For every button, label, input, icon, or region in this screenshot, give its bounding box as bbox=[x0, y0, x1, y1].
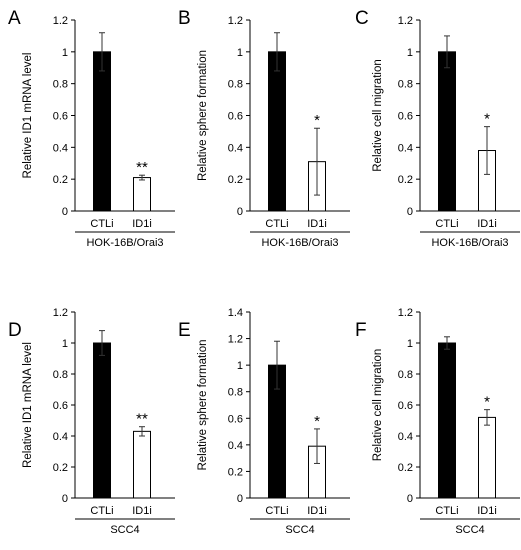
y-tick-label: 0 bbox=[237, 493, 243, 505]
y-tick-label: 0.8 bbox=[228, 79, 243, 91]
y-tick-label: 0.4 bbox=[53, 431, 68, 443]
y-tick-label: 0.2 bbox=[53, 462, 68, 474]
y-tick-label: 0.8 bbox=[398, 369, 413, 381]
y-tick-label: 1.2 bbox=[398, 15, 413, 27]
bar-id1i bbox=[478, 416, 496, 499]
y-tick-label: 1.2 bbox=[53, 307, 68, 319]
significance-marker: ** bbox=[136, 159, 148, 176]
y-tick-label: 0.2 bbox=[398, 174, 413, 186]
category-label: CTLi bbox=[90, 505, 113, 517]
chart-panel-e: E Relative sphere formation 0 0.2 0.4 0.6 0.8 1… bbox=[178, 307, 350, 536]
significance-marker: * bbox=[484, 394, 490, 411]
y-tick-label: 0 bbox=[62, 493, 68, 505]
y-tick-label: 0.4 bbox=[398, 431, 413, 443]
bar-ctli bbox=[438, 342, 456, 499]
y-tick-label: 0.4 bbox=[53, 142, 68, 154]
chart-panel-b: B Relative sphere formation 0 0.2 0.4 0.6 0.8 1… bbox=[178, 8, 350, 249]
category-label: ID1i bbox=[307, 218, 327, 230]
y-tick-label: 1.4 bbox=[228, 307, 243, 319]
y-tick-label: 0.8 bbox=[53, 79, 68, 91]
significance-marker: ** bbox=[136, 411, 148, 428]
y-tick-label: 0.6 bbox=[228, 111, 243, 123]
y-tick-label: 1 bbox=[237, 47, 243, 59]
y-axis-label: Relative sphere formation bbox=[197, 339, 209, 470]
category-label: CTLi bbox=[265, 505, 288, 517]
panel-letter: D bbox=[8, 320, 22, 341]
y-axis-label: Relative ID1 mRNA level bbox=[22, 53, 34, 179]
y-tick-label: 1 bbox=[407, 338, 413, 350]
bar-ctli bbox=[93, 51, 111, 212]
y-tick-label: 0.2 bbox=[228, 466, 243, 478]
y-tick-label: 1 bbox=[62, 338, 68, 350]
y-tick-label: 1 bbox=[237, 360, 243, 372]
category-label: ID1i bbox=[132, 218, 152, 230]
y-tick-label: 1.2 bbox=[228, 15, 243, 27]
bar-id1i bbox=[133, 177, 151, 212]
y-axis-label: Relative sphere formation bbox=[197, 50, 209, 181]
y-tick-label: 0.8 bbox=[398, 79, 413, 91]
y-tick-label: 0.8 bbox=[53, 369, 68, 381]
chart-panel-a: A Relative ID1 mRNA level 0 0.2 0.4 0.6 0.8 1 1.… bbox=[8, 8, 175, 249]
category-label: CTLi bbox=[90, 218, 113, 230]
bar-id1i bbox=[133, 430, 151, 499]
y-axis-label: Relative cell migration bbox=[372, 349, 384, 462]
y-tick-label: 1 bbox=[407, 47, 413, 59]
y-tick-label: 0 bbox=[237, 206, 243, 218]
y-tick-label: 0.6 bbox=[53, 400, 68, 412]
group-label: SCC4 bbox=[455, 524, 484, 536]
y-tick-label: 0.4 bbox=[228, 142, 243, 154]
group-label: HOK-16B/Orai3 bbox=[86, 237, 163, 249]
y-tick-label: 0.6 bbox=[53, 111, 68, 123]
panel-letter: F bbox=[355, 320, 367, 341]
y-tick-label: 0.4 bbox=[228, 440, 243, 452]
bar-ctli bbox=[268, 51, 286, 212]
group-label: HOK-16B/Orai3 bbox=[261, 237, 338, 249]
category-label: ID1i bbox=[307, 505, 327, 517]
panel-letter: E bbox=[178, 320, 191, 341]
significance-marker: * bbox=[314, 413, 320, 430]
y-tick-label: 0.6 bbox=[228, 413, 243, 425]
y-tick-label: 0 bbox=[62, 206, 68, 218]
panel-letter: B bbox=[178, 8, 191, 29]
y-tick-label: 1.2 bbox=[53, 15, 68, 27]
category-label: CTLi bbox=[265, 218, 288, 230]
y-axis-label: Relative ID1 mRNA level bbox=[22, 342, 34, 468]
y-tick-label: 1.2 bbox=[228, 334, 243, 346]
group-label: SCC4 bbox=[285, 524, 314, 536]
category-label: CTLi bbox=[435, 218, 458, 230]
y-tick-label: 0.6 bbox=[398, 111, 413, 123]
category-label: CTLi bbox=[435, 505, 458, 517]
chart-panel-f: F Relative cell migration 0 0.2 0.4 0.6 0.8 1 1.… bbox=[355, 307, 520, 536]
y-tick-label: 0.6 bbox=[398, 400, 413, 412]
significance-marker: * bbox=[314, 112, 320, 129]
y-tick-label: 0 bbox=[407, 206, 413, 218]
y-tick-label: 1.2 bbox=[398, 307, 413, 319]
chart-panel-c: C Relative cell migration 0 0.2 0.4 0.6 0.8 1 1.… bbox=[355, 8, 520, 249]
significance-marker: * bbox=[484, 111, 490, 128]
group-label: HOK-16B/Orai3 bbox=[431, 237, 508, 249]
y-tick-label: 1 bbox=[62, 47, 68, 59]
panel-letter: C bbox=[355, 8, 369, 29]
y-tick-label: 0.2 bbox=[398, 462, 413, 474]
category-label: ID1i bbox=[477, 218, 497, 230]
category-label: ID1i bbox=[477, 505, 497, 517]
panel-letter: A bbox=[8, 8, 21, 29]
y-tick-label: 0.2 bbox=[53, 174, 68, 186]
bar-ctli bbox=[438, 51, 456, 212]
y-tick-label: 0.2 bbox=[228, 174, 243, 186]
y-tick-label: 0.4 bbox=[398, 142, 413, 154]
category-label: ID1i bbox=[132, 505, 152, 517]
y-tick-label: 0 bbox=[407, 493, 413, 505]
y-axis-label: Relative cell migration bbox=[372, 59, 384, 172]
bar-ctli bbox=[93, 342, 111, 499]
y-tick-label: 0.8 bbox=[228, 387, 243, 399]
group-label: SCC4 bbox=[110, 524, 139, 536]
